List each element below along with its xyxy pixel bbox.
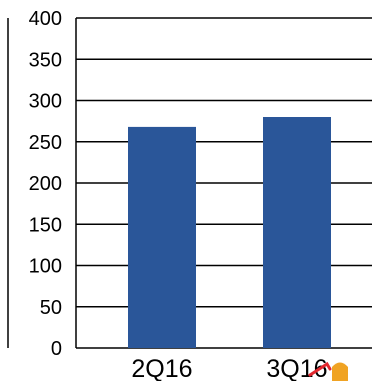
bar-3q16: [263, 117, 331, 348]
y-tick-label: 400: [29, 8, 62, 30]
y-tick-label: 250: [29, 132, 62, 154]
y-tick-label: 300: [29, 91, 62, 113]
x-tick-label: 2Q16: [131, 355, 192, 381]
y-tick-labels: 0 50 100 150 200 250 300 350 400: [29, 8, 62, 360]
y-tick-label: 200: [29, 173, 62, 195]
y-tick-label: 50: [40, 297, 62, 319]
y-tick-label: 0: [51, 338, 62, 360]
y-tick-label: 100: [29, 256, 62, 278]
cursor-icon-body: [332, 362, 348, 381]
y-tick-label: 150: [29, 214, 62, 236]
y-tick-label: 350: [29, 49, 62, 71]
bars: [128, 117, 331, 349]
x-tick-labels: 2Q16 3Q16: [131, 355, 327, 383]
bar-2q16: [128, 126, 196, 349]
cursor-icon-arrow: [308, 361, 332, 377]
cursor-icon: [308, 361, 348, 381]
gridlines: [75, 17, 372, 349]
